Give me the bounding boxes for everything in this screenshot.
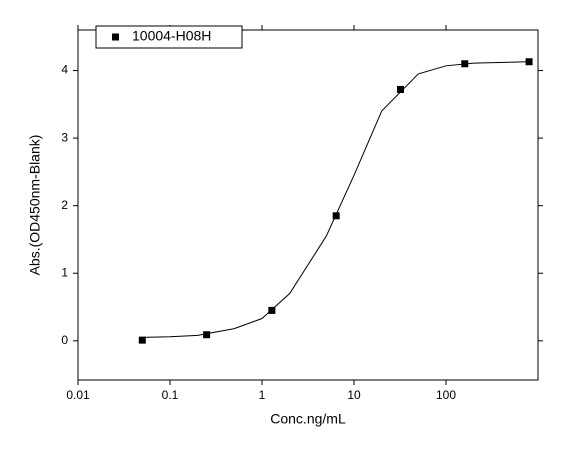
plot-frame	[77, 29, 539, 381]
data-point	[332, 212, 340, 220]
y-tick-label: 0	[61, 333, 68, 347]
legend-box	[95, 25, 243, 49]
data-point	[396, 85, 404, 93]
x-axis-label: Conc.ng/mL	[270, 411, 346, 427]
y-tick-label: 1	[61, 265, 68, 279]
fit-curve	[142, 61, 530, 338]
y-tick-label: 2	[61, 198, 68, 212]
data-point	[138, 336, 146, 344]
x-tick-label: 1	[259, 388, 266, 402]
x-tick-label: 0.01	[66, 388, 90, 402]
legend-label: 10004-H08H	[132, 28, 211, 44]
data-point	[203, 331, 211, 339]
x-tick-label: 10	[347, 388, 361, 402]
legend-marker	[112, 33, 119, 41]
y-axis-label: Abs.(OD450nm-Blank)	[27, 135, 43, 276]
x-tick-label: 100	[436, 388, 456, 402]
y-tick-label: 3	[61, 130, 68, 144]
y-tick-label: 4	[61, 63, 68, 77]
data-point	[268, 306, 276, 314]
x-tick-label: 0.1	[162, 388, 179, 402]
